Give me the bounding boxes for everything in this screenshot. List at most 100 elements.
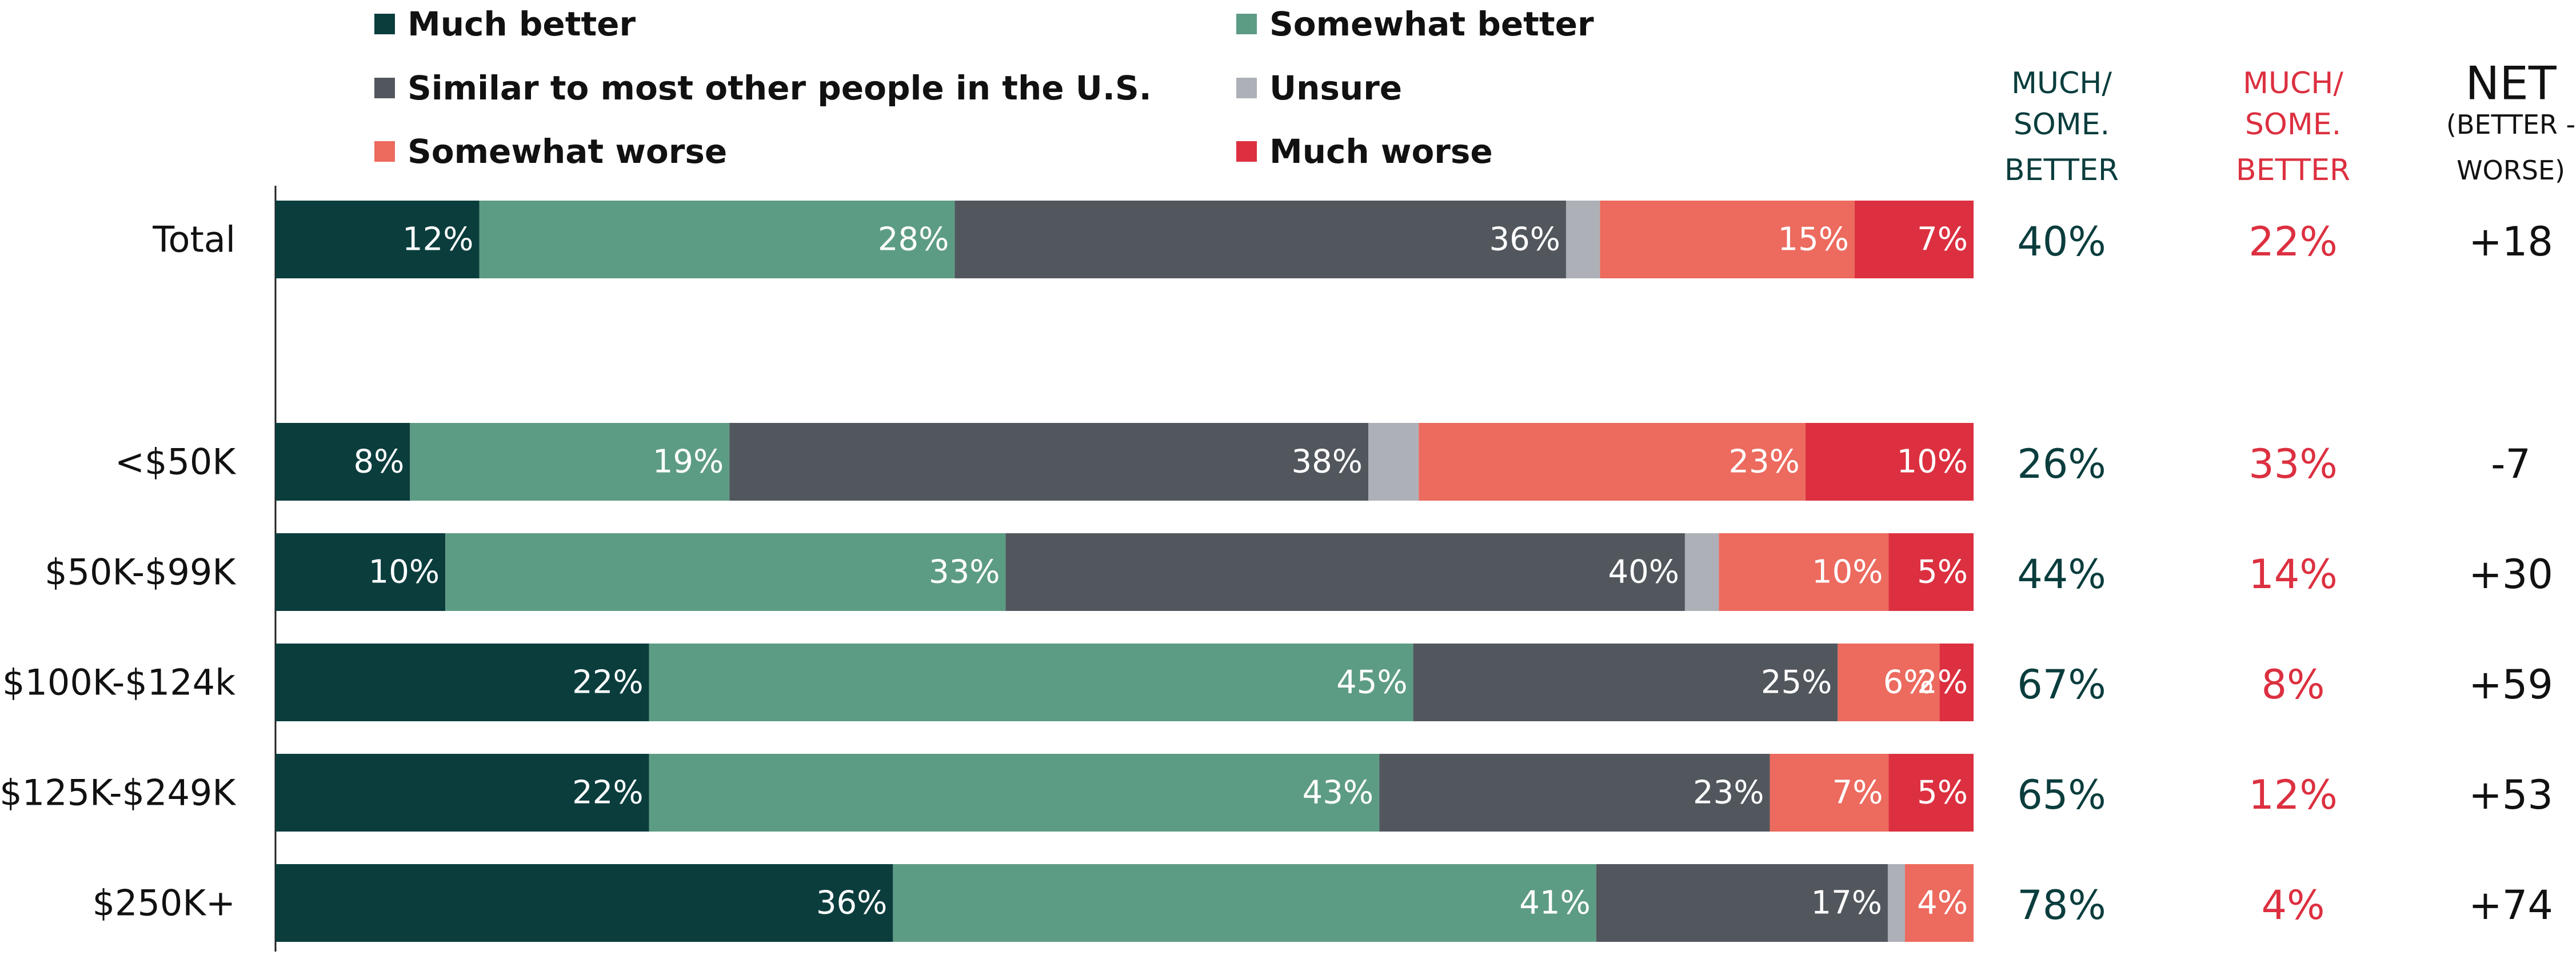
bar-segment-much-worse <box>1855 201 1974 278</box>
data-label-much-better: 12% <box>402 221 473 258</box>
summary-value-3-50k-99k: +30 <box>2469 551 2553 598</box>
bar-segment-somewhat-worse <box>1770 754 1889 832</box>
summary-value-1-100k-124k: 67% <box>2017 661 2106 708</box>
data-label-much-worse: 5% <box>1917 774 1968 812</box>
category-label-100k-124k: $100K-$124k <box>2 662 235 704</box>
data-label-somewhat-better: 43% <box>1303 774 1373 812</box>
data-label-somewhat-worse: 10% <box>1812 554 1883 591</box>
bar-segment-unsure <box>1368 423 1419 501</box>
data-label-somewhat-better: 41% <box>1519 885 1590 922</box>
column-header-2-line-1: MUCH/ <box>2243 66 2343 101</box>
bar-segment-unsure <box>1565 201 1600 278</box>
data-label-somewhat-worse: 6% <box>1883 664 1934 701</box>
bar-segment-somewhat-better <box>479 201 955 278</box>
column-header-3-line-2: (BETTER - <box>2446 109 2575 140</box>
summary-value-3-50k: -7 <box>2491 441 2531 488</box>
bar-segment-unsure <box>1887 864 1905 942</box>
category-label-50k: <$50K <box>115 441 236 483</box>
column-header-1-line-1: MUCH/ <box>2011 66 2112 101</box>
bar-segment-much-better <box>275 754 649 832</box>
bar-segment-similar-to-most-other-people-in-the-u-s <box>1413 644 1838 721</box>
column-header-1-line-2: SOME. <box>2014 107 2110 142</box>
summary-value-3-total: +18 <box>2469 218 2553 265</box>
legend-label-somewhat-better: Somewhat better <box>1269 5 1594 43</box>
bar-segment-similar-to-most-other-people-in-the-u-s <box>1596 864 1888 942</box>
bar-segment-similar-to-most-other-people-in-the-u-s <box>1379 754 1770 832</box>
summary-value-2-250k: 4% <box>2261 882 2325 929</box>
data-label-somewhat-better: 19% <box>653 443 724 481</box>
bar-segment-somewhat-worse <box>1719 533 1889 611</box>
category-label-125k-249k: $125K-$249K <box>0 772 236 814</box>
legend-swatch-similar-to-most-other-people-in-the-u-s <box>374 78 395 98</box>
column-header-1-line-3: BETTER <box>2004 153 2119 187</box>
data-label-much-better: 22% <box>572 774 643 812</box>
legend-swatch-much-better <box>374 14 395 34</box>
bar-segment-somewhat-better <box>649 644 1413 721</box>
data-label-much-worse: 7% <box>1917 221 1968 258</box>
data-label-much-better: 22% <box>572 664 643 701</box>
summary-value-1-250k: 78% <box>2017 882 2106 929</box>
bar-segment-much-better <box>275 533 446 611</box>
summary-value-1-50k: 26% <box>2017 441 2106 488</box>
data-label-somewhat-better: 45% <box>1336 664 1407 701</box>
data-label-similar-to-most-other-people-in-the-u-s: 38% <box>1292 443 1363 481</box>
bar-segment-much-better <box>275 864 893 942</box>
data-label-much-better: 8% <box>353 443 404 481</box>
bar-segment-somewhat-worse <box>1838 644 1940 721</box>
legend-label-similar-to-most-other-people-in-the-u-s: Similar to most other people in the U.S. <box>408 69 1152 107</box>
summary-value-1-total: 40% <box>2017 218 2106 265</box>
data-label-somewhat-worse: 23% <box>1728 443 1799 481</box>
bar-segment-somewhat-better <box>445 533 1006 611</box>
bar-segment-similar-to-most-other-people-in-the-u-s <box>954 201 1566 278</box>
summary-value-2-total: 22% <box>2248 218 2338 265</box>
bar-segment-somewhat-better <box>649 754 1380 832</box>
bar-segment-much-worse <box>1805 423 1974 501</box>
legend-label-somewhat-worse: Somewhat worse <box>408 132 727 171</box>
summary-value-3-125k-249k: +53 <box>2469 772 2553 818</box>
legend-swatch-much-worse <box>1236 141 1257 162</box>
summary-value-2-50k-99k: 14% <box>2248 551 2338 598</box>
bar-segment-unsure <box>1684 533 1719 611</box>
summary-value-2-100k-124k: 8% <box>2261 661 2325 708</box>
data-label-similar-to-most-other-people-in-the-u-s: 36% <box>1489 221 1560 258</box>
bars: 12% 28% 36% 15% 7% 8% 19% 38% 23% 10% 10% 33% 40% 10%… <box>275 201 1974 942</box>
summary-value-2-125k-249k: 12% <box>2248 772 2338 818</box>
legend-swatch-somewhat-better <box>1236 14 1257 34</box>
category-label-250k: $250K+ <box>93 882 235 924</box>
bar-segment-similar-to-most-other-people-in-the-u-s <box>729 423 1369 501</box>
legend: Much better Somewhat better Similar to mos… <box>374 5 1594 171</box>
data-label-somewhat-better: 33% <box>929 554 1000 591</box>
summary-value-2-50k: 33% <box>2248 441 2338 488</box>
bar-segment-similar-to-most-other-people-in-the-u-s <box>1005 533 1685 611</box>
bar-segment-somewhat-better <box>410 423 730 501</box>
bar-segment-somewhat-worse <box>1419 423 1806 501</box>
bar-segment-much-worse <box>1939 644 1974 721</box>
column-header-3-line-3: WORSE) <box>2457 155 2565 186</box>
data-label-somewhat-better: 28% <box>878 221 949 258</box>
column-header-3-line-1: NET <box>2465 57 2557 110</box>
data-label-similar-to-most-other-people-in-the-u-s: 17% <box>1811 885 1882 922</box>
data-label-much-worse: 5% <box>1917 554 1968 591</box>
data-label-similar-to-most-other-people-in-the-u-s: 25% <box>1761 664 1832 701</box>
category-label-total: Total <box>152 219 235 261</box>
legend-swatch-unsure <box>1236 78 1257 98</box>
bar-segment-much-better <box>275 423 410 501</box>
category-label-50k-99k: $50K-$99K <box>45 552 236 593</box>
legend-label-much-worse: Much worse <box>1269 132 1493 171</box>
column-header-2-line-2: SOME. <box>2245 107 2341 142</box>
legend-label-much-better: Much better <box>408 5 636 43</box>
data-label-much-worse: 2% <box>1917 664 1968 701</box>
summary-columns: MUCH/SOME. BETTER 40% 26% 44% 67% 65% 78% MUCH/S… <box>2004 57 2575 929</box>
data-label-much-worse: 10% <box>1897 443 1968 481</box>
bar-segment-much-worse <box>1888 754 1974 832</box>
summary-value-1-125k-249k: 65% <box>2017 772 2106 818</box>
bar-segment-much-better <box>275 644 649 721</box>
column-header-2-line-3: BETTER <box>2236 153 2350 187</box>
legend-swatch-somewhat-worse <box>374 141 395 162</box>
bar-segment-somewhat-worse <box>1600 201 1855 278</box>
bar-segment-much-worse <box>1888 533 1974 611</box>
bar-segment-somewhat-worse <box>1904 864 1974 942</box>
data-label-similar-to-most-other-people-in-the-u-s: 23% <box>1693 774 1764 812</box>
summary-value-3-100k-124k: +59 <box>2469 661 2553 708</box>
